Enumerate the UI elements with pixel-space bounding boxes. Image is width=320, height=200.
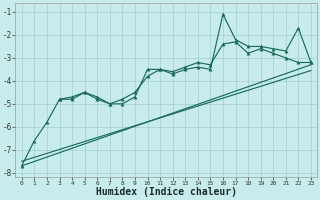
X-axis label: Humidex (Indice chaleur): Humidex (Indice chaleur) [96, 187, 237, 197]
